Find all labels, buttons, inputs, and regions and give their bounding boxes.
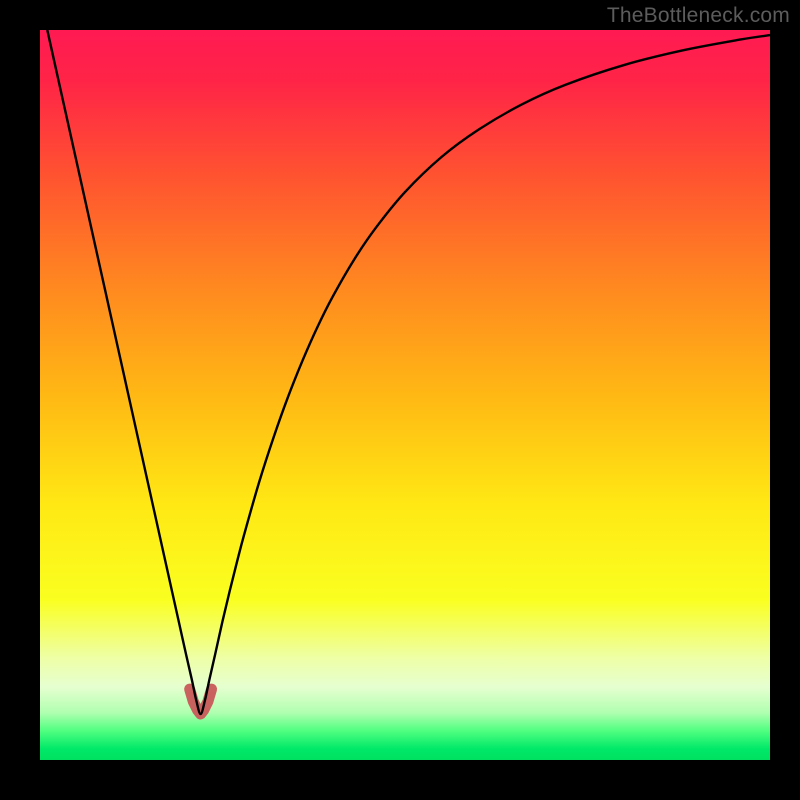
plot-background <box>40 30 770 760</box>
bottleneck-chart <box>0 0 800 800</box>
chart-container: TheBottleneck.com <box>0 0 800 800</box>
watermark-text: TheBottleneck.com <box>607 4 790 28</box>
